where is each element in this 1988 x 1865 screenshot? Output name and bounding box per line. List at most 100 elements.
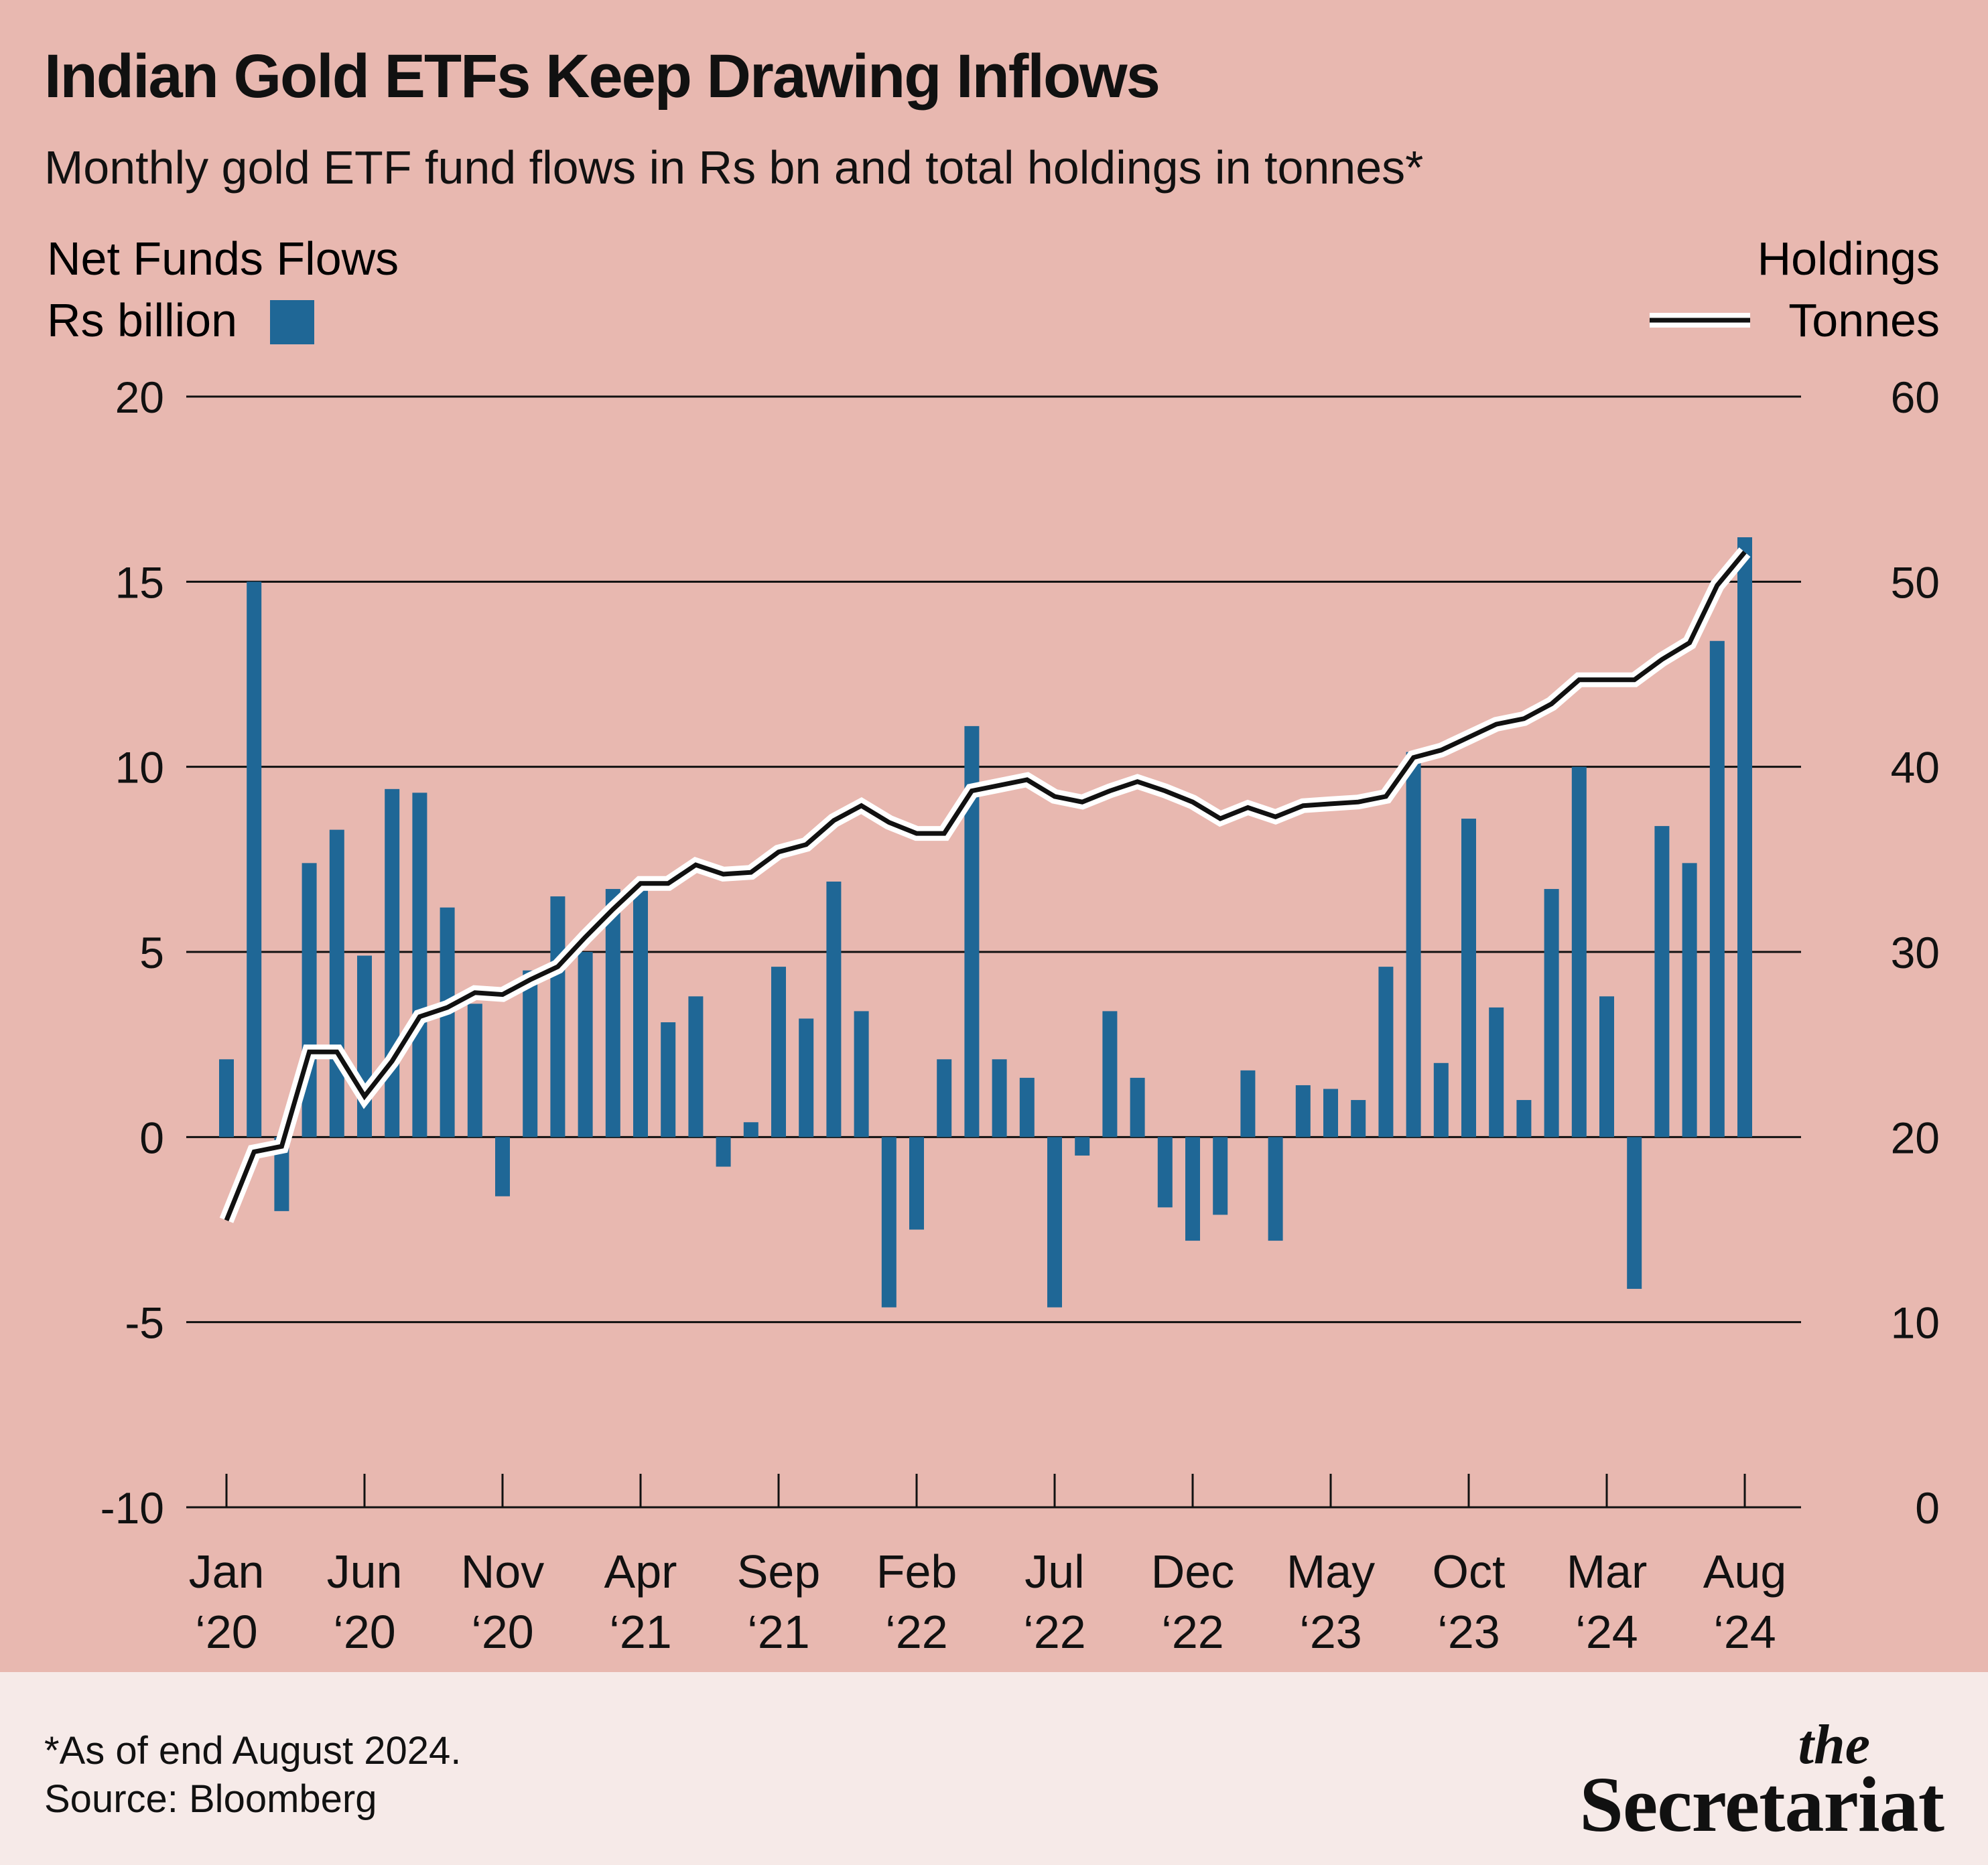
x-tick-month: Mar: [1567, 1545, 1648, 1598]
flow-bar: [1571, 766, 1587, 1137]
x-tick-month: Feb: [876, 1545, 957, 1598]
legend-bar-swatch: [270, 300, 314, 344]
left-tick-label: 0: [139, 1113, 164, 1162]
legend-right-unit: Tonnes: [1788, 294, 1940, 346]
flow-bar: [1185, 1137, 1200, 1241]
flow-bar: [357, 955, 372, 1137]
left-axis-ticks: -10 -5 0 5 10 15 20: [101, 372, 164, 1533]
flow-bar: [302, 863, 317, 1137]
right-tick-label: 10: [1891, 1298, 1940, 1348]
flow-bar: [1323, 1089, 1338, 1137]
x-tick-year: ‘21: [609, 1606, 671, 1658]
flow-bar: [1157, 1137, 1173, 1208]
flow-bar: [1654, 826, 1670, 1137]
combo-chart: Net Funds Flows Rs billion Holdings Tonn…: [47, 232, 1940, 1658]
right-tick-label: 40: [1891, 743, 1940, 792]
flow-bar: [1047, 1137, 1062, 1308]
flow-bar: [1737, 537, 1752, 1137]
flow-bar: [1295, 1085, 1311, 1137]
flow-bar: [550, 896, 566, 1137]
right-axis-ticks: 0 10 20 30 40 50 60: [1891, 372, 1940, 1533]
x-tick-month: Jun: [327, 1545, 403, 1598]
x-tick-year: ‘22: [1023, 1606, 1085, 1658]
x-tick-year: ‘23: [1437, 1606, 1500, 1658]
logo-secretariat: Secretariat: [1579, 1760, 1944, 1848]
x-tick-month: Apr: [604, 1545, 677, 1598]
right-tick-label: 50: [1891, 557, 1940, 607]
flow-bar: [633, 885, 648, 1137]
flow-bar: [1102, 1011, 1118, 1137]
flow-bar: [716, 1137, 731, 1167]
flow-bar: [1516, 1100, 1532, 1137]
x-tick-year: ‘23: [1299, 1606, 1362, 1658]
flow-bar: [1544, 889, 1559, 1137]
chart-title: Indian Gold ETFs Keep Drawing Inflows: [44, 42, 1161, 111]
right-tick-label: 30: [1891, 928, 1940, 977]
x-tick-year: ‘24: [1713, 1606, 1776, 1658]
flow-bar: [937, 1059, 952, 1137]
flow-bar: [1627, 1137, 1642, 1289]
flow-bar: [467, 1004, 482, 1137]
footer: *As of end August 2024. Source: Bloomber…: [0, 1672, 1988, 1865]
x-tick-month: Oct: [1433, 1545, 1506, 1598]
x-tick-month: Nov: [461, 1545, 544, 1598]
flow-bar: [909, 1137, 924, 1230]
flow-bar: [1075, 1137, 1090, 1156]
flow-bar: [1130, 1077, 1145, 1137]
flow-bar: [385, 788, 400, 1137]
x-tick-year: ‘20: [195, 1606, 257, 1658]
right-tick-label: 20: [1891, 1113, 1940, 1162]
left-tick-label: -5: [125, 1298, 164, 1348]
flow-bar: [771, 967, 786, 1137]
flow-bar: [1019, 1077, 1035, 1137]
x-tick-month: May: [1286, 1545, 1375, 1598]
x-axis-ticks: Jan ‘20 Jun ‘20 Nov ‘20 Apr ‘21 Sep ‘21 Feb ‘22 Jul ‘…: [189, 1474, 1787, 1658]
flow-bar: [743, 1122, 758, 1137]
flow-bar: [1406, 752, 1421, 1137]
x-tick-month: Sep: [737, 1545, 821, 1598]
left-tick-label: -10: [101, 1483, 164, 1533]
left-tick-label: 10: [115, 743, 164, 792]
flow-bar: [1709, 640, 1725, 1137]
grid-lines: [186, 395, 1801, 1509]
flow-bar: [523, 970, 538, 1137]
flow-bar: [1240, 1070, 1256, 1137]
legend-right-title: Holdings: [1758, 232, 1940, 285]
x-tick-month: Aug: [1703, 1545, 1787, 1598]
flow-bar: [992, 1059, 1007, 1137]
chart-subtitle: Monthly gold ETF fund flows in Rs bn and…: [44, 141, 1424, 194]
flow-bar: [661, 1022, 676, 1137]
x-tick-month: Jan: [189, 1545, 265, 1598]
flow-bar: [605, 889, 620, 1137]
right-tick-label: 0: [1915, 1483, 1940, 1533]
footnote: *As of end August 2024.: [44, 1729, 462, 1773]
flow-bar: [1268, 1137, 1283, 1241]
x-tick-year: ‘21: [747, 1606, 809, 1658]
x-tick-year: ‘22: [885, 1606, 947, 1658]
right-tick-label: 60: [1891, 372, 1940, 422]
legend: Net Funds Flows Rs billion Holdings Tonn…: [47, 232, 1940, 346]
x-tick-month: Dec: [1151, 1545, 1234, 1598]
holdings-line-path: [224, 550, 1747, 1222]
flow-bar: [799, 1018, 814, 1137]
flow-bar: [274, 1137, 289, 1211]
x-tick-year: ‘20: [333, 1606, 395, 1658]
flow-bar: [1378, 967, 1394, 1137]
holdings-line: [219, 547, 1751, 1223]
flow-bar: [854, 1011, 869, 1137]
flow-bar: [495, 1137, 510, 1196]
flow-bar: [1461, 819, 1476, 1137]
flow-bar: [964, 726, 980, 1137]
flow-bar: [440, 907, 455, 1137]
logo-the: the: [1798, 1714, 1870, 1776]
flow-bar: [826, 881, 842, 1137]
flow-bar: [219, 1059, 234, 1137]
flow-bar: [247, 581, 262, 1137]
x-tick-year: ‘24: [1575, 1606, 1638, 1658]
flow-bar: [1351, 1100, 1366, 1137]
flow-bars: [219, 537, 1752, 1308]
x-tick-year: ‘20: [471, 1606, 533, 1658]
left-tick-label: 20: [115, 372, 164, 422]
flow-bar: [688, 996, 704, 1137]
flow-bar: [1433, 1062, 1449, 1137]
